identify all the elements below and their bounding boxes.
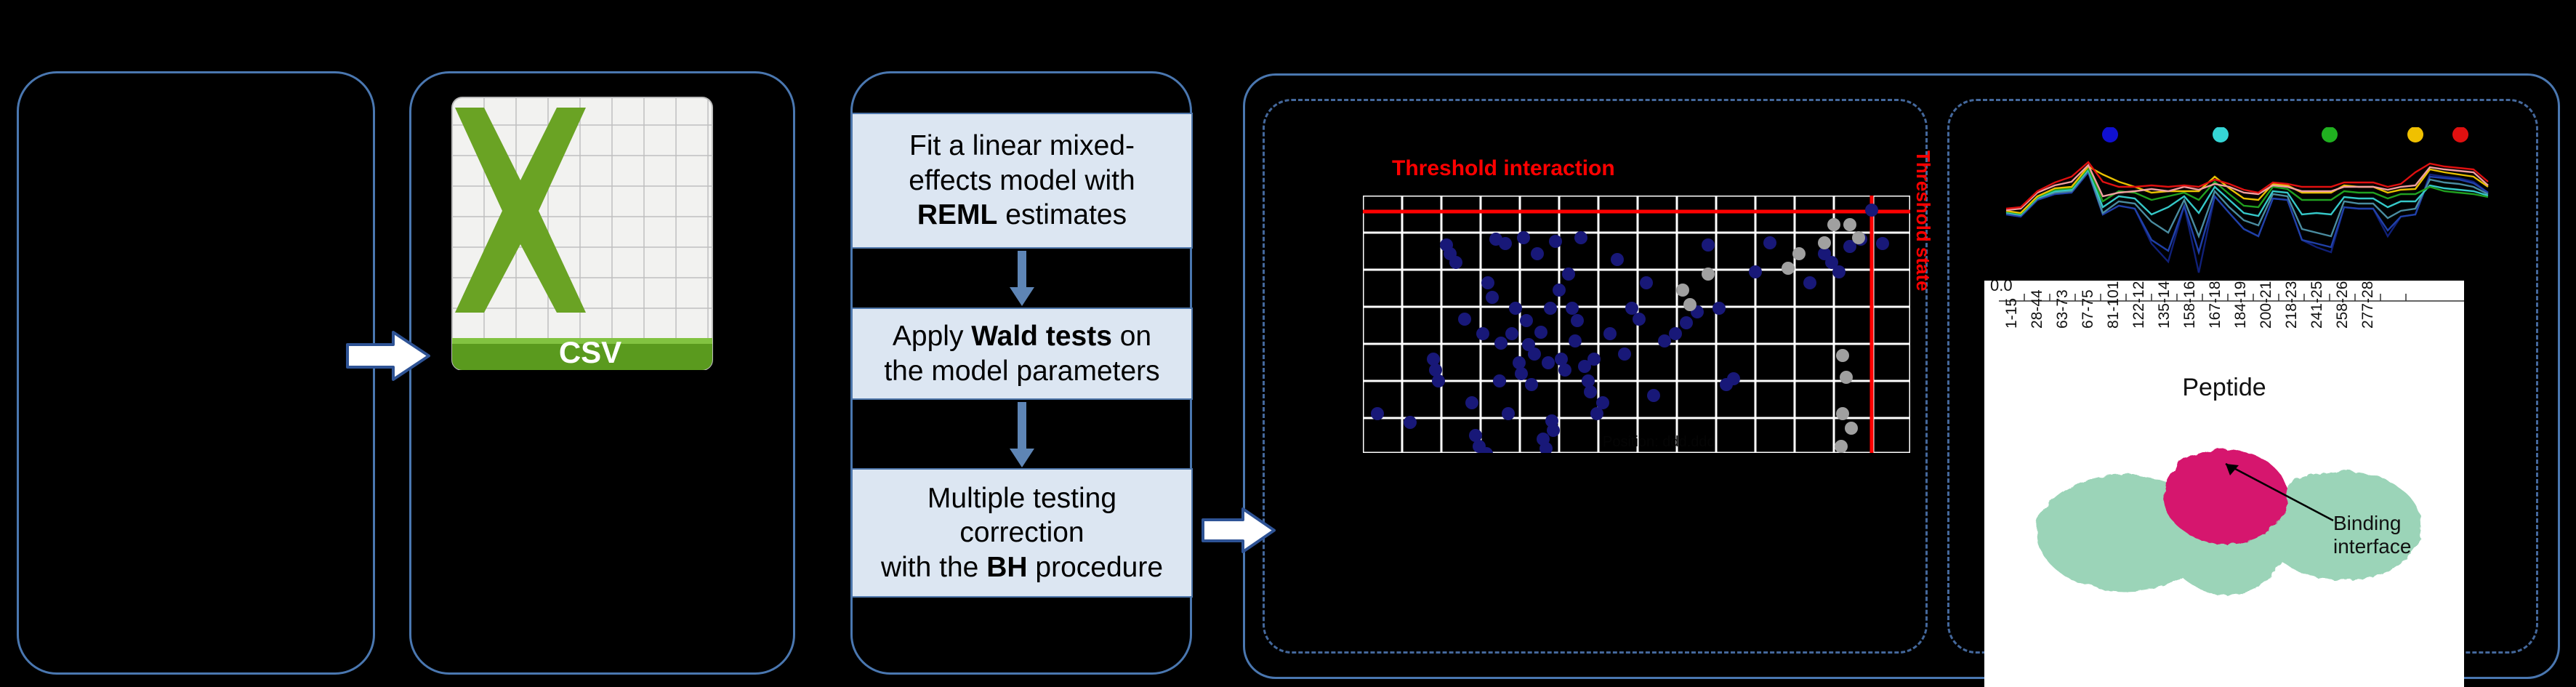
- svg-text:Position: ddd.ddd: Position: ddd.ddd: [1603, 434, 1715, 450]
- svg-text:CSV: CSV: [559, 335, 621, 369]
